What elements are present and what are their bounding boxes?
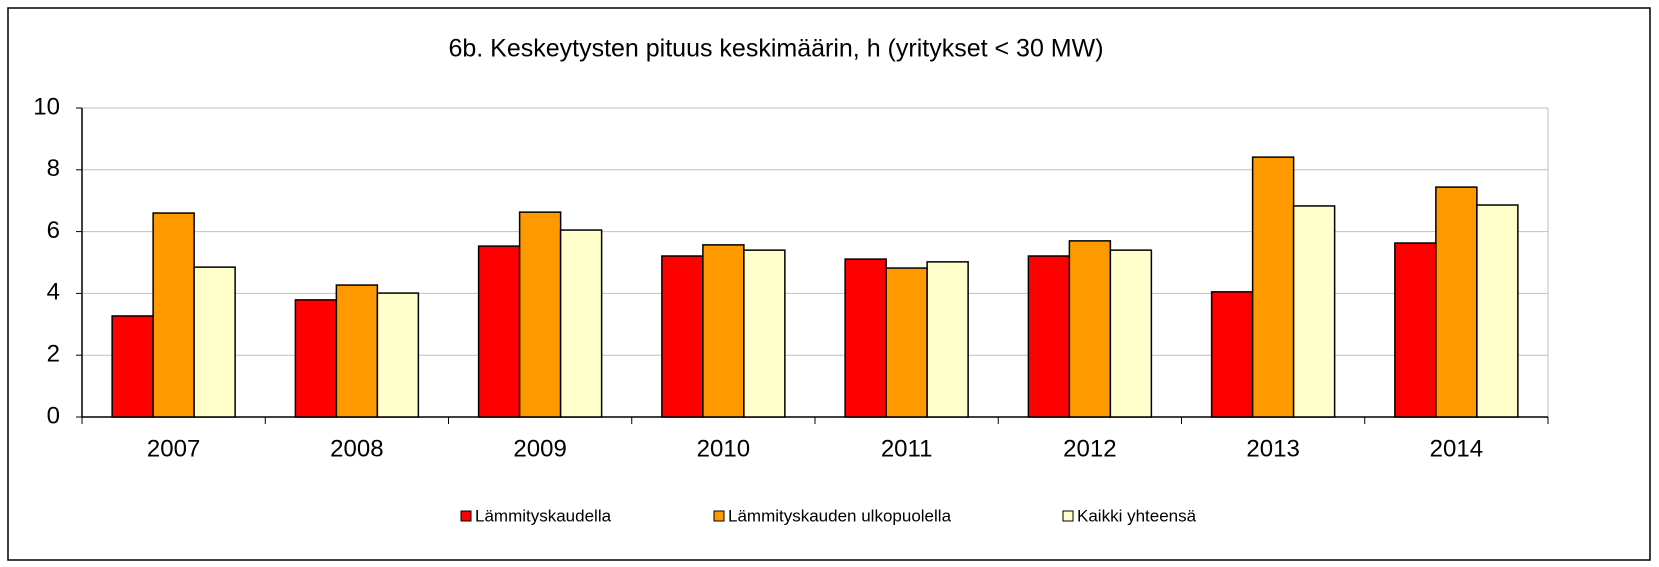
chart-frame xyxy=(7,7,1651,561)
bar xyxy=(1068,240,1112,418)
y-tick-label: 0 xyxy=(47,402,60,429)
legend-label: Kaikki yhteensä xyxy=(1077,506,1197,525)
bar xyxy=(1292,205,1336,418)
x-tick-label: 2014 xyxy=(1430,435,1483,462)
bar xyxy=(294,299,338,418)
bar xyxy=(152,212,195,418)
bar xyxy=(559,229,603,418)
bar xyxy=(661,255,704,418)
bar xyxy=(111,315,154,418)
bar xyxy=(376,292,420,418)
bar xyxy=(193,266,236,418)
legend-swatch xyxy=(1062,510,1074,522)
y-tick-label: 2 xyxy=(47,341,60,368)
x-tick-label: 2012 xyxy=(1063,435,1116,462)
legend-label: Lämmityskaudella xyxy=(475,506,612,525)
x-tick-label: 2007 xyxy=(147,435,200,462)
legend-label: Lämmityskauden ulkopuolella xyxy=(728,506,952,525)
bar xyxy=(1210,291,1254,418)
bar xyxy=(702,244,745,418)
chart-title: 6b. Keskeytysten pituus keskimäärin, h (… xyxy=(448,35,1103,63)
bar xyxy=(844,258,887,418)
x-tick-label: 2009 xyxy=(513,435,566,462)
bar xyxy=(926,261,969,418)
bar xyxy=(743,249,786,418)
y-tick-label: 8 xyxy=(47,155,60,182)
bar xyxy=(1251,156,1295,418)
x-tick-label: 2013 xyxy=(1246,435,1299,462)
bar xyxy=(1027,255,1071,418)
legend-swatch xyxy=(713,510,725,522)
bar xyxy=(1435,186,1478,418)
x-tick-label: 2010 xyxy=(697,435,750,462)
bar xyxy=(477,245,521,418)
bar xyxy=(335,284,379,418)
y-tick-label: 10 xyxy=(33,93,60,120)
x-tick-label: 2011 xyxy=(881,435,933,462)
y-tick-label: 4 xyxy=(47,279,60,306)
bar xyxy=(518,211,562,418)
y-tick-label: 6 xyxy=(47,217,60,244)
bar xyxy=(1109,249,1153,418)
x-tick-label: 2008 xyxy=(330,435,383,462)
bar xyxy=(1394,242,1437,418)
bar xyxy=(1476,204,1519,418)
bar xyxy=(885,267,928,418)
legend-swatch xyxy=(460,510,472,522)
